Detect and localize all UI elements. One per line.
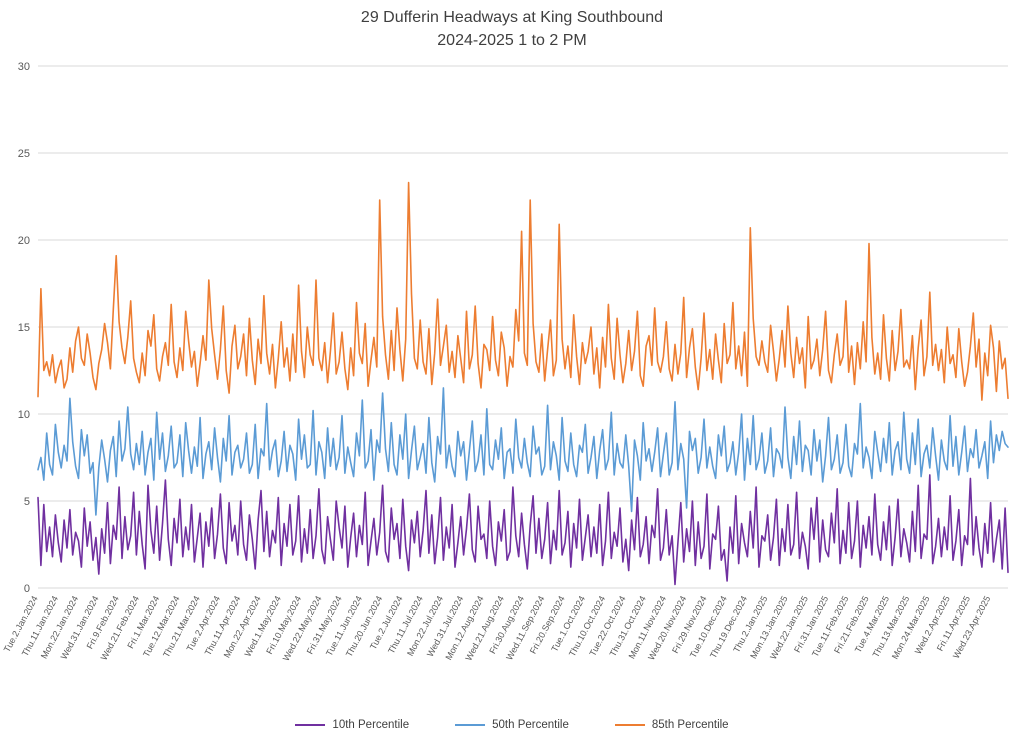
legend-label-10th-percentile: 10th Percentile bbox=[332, 719, 410, 732]
legend-item-50th-percentile: 50th Percentile bbox=[455, 719, 569, 731]
chart-title-line2: 2024-2025 1 to 2 PM bbox=[437, 32, 587, 50]
legend-label-85th-percentile: 85th Percentile bbox=[651, 719, 729, 732]
legend-label-50th-percentile: 50th Percentile bbox=[492, 719, 569, 732]
y-axis-tick-label: 5 bbox=[24, 496, 30, 508]
series-line-85th-percentile bbox=[37, 182, 1009, 402]
headways-line-chart: 051015202530Tue.2.Jan.2024Thu.11.Jan.202… bbox=[2, 61, 1009, 663]
y-axis-tick-label: 25 bbox=[18, 148, 30, 160]
y-axis-tick-label: 10 bbox=[18, 409, 30, 421]
y-axis-tick-label: 30 bbox=[18, 61, 30, 73]
legend-swatch-10th-percentile bbox=[295, 724, 326, 727]
y-axis-tick-label: 0 bbox=[24, 583, 30, 595]
legend-item-10th-percentile: 10th Percentile bbox=[295, 719, 409, 731]
legend-item-85th-percentile: 85th Percentile bbox=[614, 719, 729, 732]
chart-title: 29 Dufferin Headways at King Southbound … bbox=[0, 0, 1024, 52]
series-line-50th-percentile bbox=[37, 387, 1009, 517]
chart-title-line1: 29 Dufferin Headways at King Southbound bbox=[360, 9, 664, 26]
legend-swatch-50th-percentile bbox=[455, 724, 486, 727]
y-axis-tick-label: 15 bbox=[18, 322, 30, 334]
series-line-10th-percentile bbox=[37, 474, 1009, 586]
chart-legend: 10th Percentile 50th Percentile 85th Per… bbox=[0, 712, 1024, 738]
y-axis-tick-label: 20 bbox=[18, 235, 30, 247]
legend-swatch-85th-percentile bbox=[614, 724, 645, 727]
